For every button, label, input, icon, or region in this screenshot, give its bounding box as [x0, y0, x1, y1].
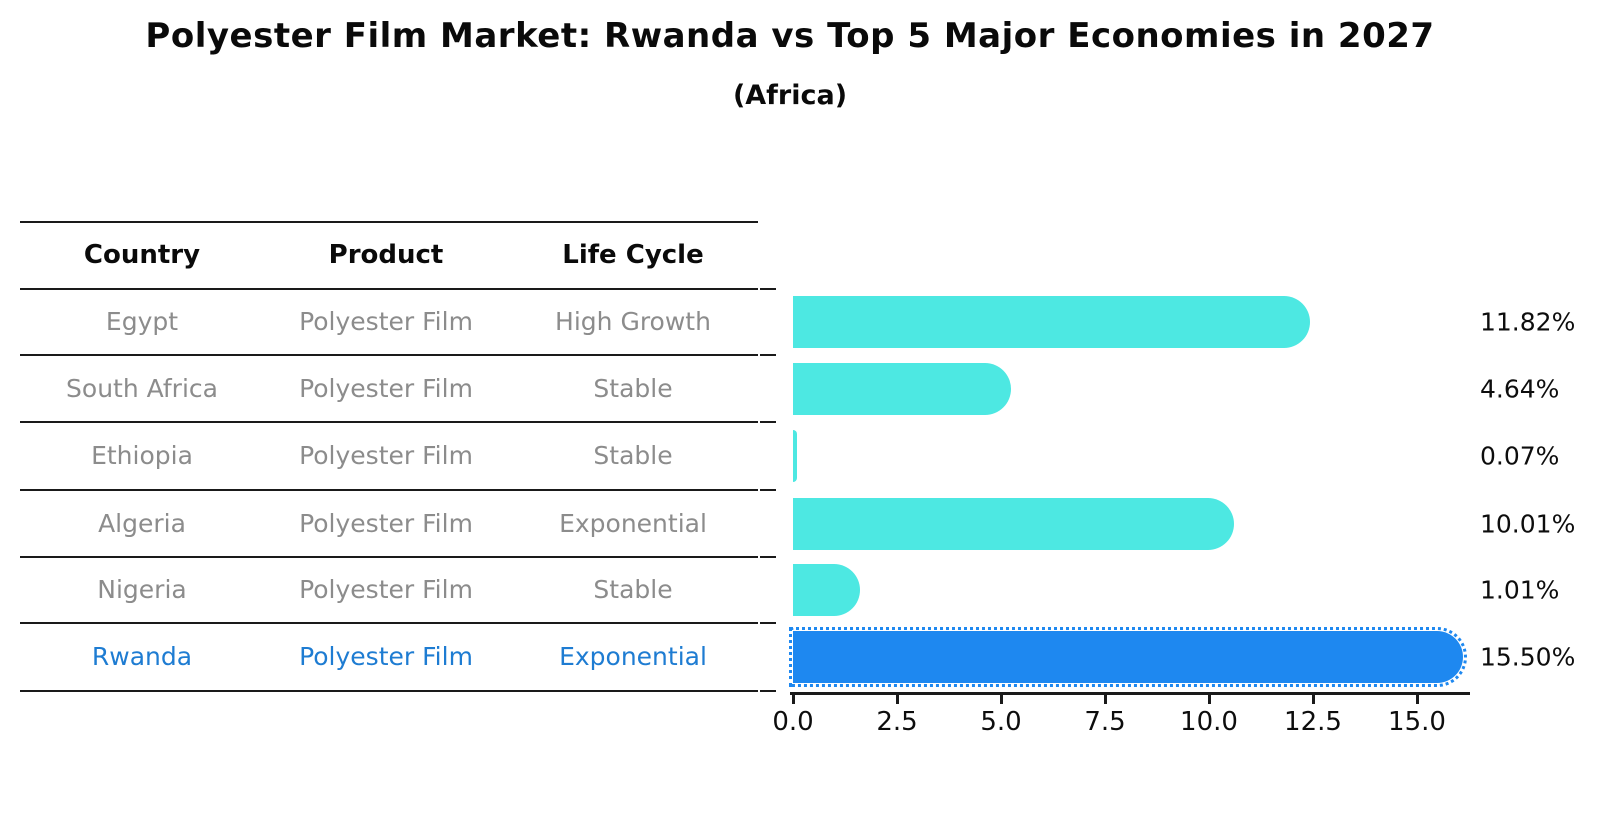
y-axis-tick: [760, 354, 776, 356]
x-axis-tick: [1208, 692, 1211, 704]
bar-value-label: 1.01%: [1480, 575, 1560, 605]
bar: [793, 497, 1235, 550]
x-axis-tick-label: 5.0: [980, 707, 1022, 737]
x-axis-tick-label: 10.0: [1180, 707, 1238, 737]
table-rule: [20, 489, 758, 491]
bar: [793, 564, 861, 616]
product-cell: Polyester Film: [299, 441, 473, 470]
table-rule: [20, 622, 758, 624]
country-cell: Nigeria: [97, 575, 187, 604]
bar-value-label: 10.01%: [1480, 509, 1576, 538]
life-cycle-cell: Exponential: [559, 509, 707, 538]
bar: [793, 362, 1012, 415]
x-axis-line: [790, 692, 1470, 695]
bar: [793, 430, 797, 482]
x-axis-tick-label: 0.0: [772, 707, 814, 737]
column-header-product: Product: [328, 240, 444, 270]
bar: [793, 296, 1310, 348]
life-cycle-cell: Stable: [593, 374, 673, 403]
table-rule: [20, 288, 758, 290]
country-cell: Egypt: [105, 307, 179, 336]
bar-value-label: 0.07%: [1480, 441, 1560, 471]
x-axis-tick: [792, 692, 795, 704]
table-rule: [20, 221, 758, 223]
x-axis-tick-label: 2.5: [876, 707, 918, 737]
bar-value-label: 4.64%: [1480, 374, 1560, 403]
y-axis-tick: [760, 690, 776, 692]
x-axis-tick: [1312, 692, 1315, 704]
x-axis-tick: [1416, 692, 1419, 704]
product-cell: Polyester Film: [299, 642, 473, 671]
x-axis-tick: [1000, 692, 1003, 704]
bar-rwanda-highlight: [789, 627, 1467, 687]
x-axis-tick-label: 12.5: [1284, 707, 1342, 737]
country-cell: Algeria: [98, 509, 186, 538]
bar-value-label: 11.82%: [1480, 307, 1576, 337]
product-cell: Polyester Film: [299, 374, 473, 403]
chart-subtitle: (Africa): [732, 80, 848, 111]
y-axis-tick: [760, 622, 776, 624]
column-header-life-cycle: Life Cycle: [562, 240, 704, 270]
column-header-country: Country: [83, 240, 201, 270]
country-cell: Rwanda: [91, 642, 193, 671]
y-axis-tick: [760, 556, 776, 558]
y-axis-tick: [760, 421, 776, 423]
product-cell: Polyester Film: [299, 509, 473, 538]
life-cycle-cell: High Growth: [555, 307, 711, 336]
product-cell: Polyester Film: [299, 307, 473, 336]
table-rule: [20, 690, 758, 692]
country-cell: Ethiopia: [91, 441, 193, 470]
country-cell: South Africa: [66, 374, 218, 403]
life-cycle-cell: Stable: [593, 575, 673, 604]
x-axis-tick: [896, 692, 899, 704]
x-axis-tick-label: 15.0: [1388, 707, 1446, 737]
life-cycle-cell: Stable: [593, 441, 673, 470]
life-cycle-cell: Exponential: [559, 642, 707, 671]
y-axis-tick: [760, 288, 776, 290]
table-rule: [20, 421, 758, 423]
bar-value-label: 15.50%: [1480, 642, 1576, 672]
x-axis-tick-label: 7.5: [1084, 707, 1126, 737]
y-axis-tick: [760, 489, 776, 491]
table-rule: [20, 556, 758, 558]
chart-title: Polyester Film Market: Rwanda vs Top 5 M…: [145, 16, 1435, 56]
product-cell: Polyester Film: [299, 575, 473, 604]
table-rule: [20, 354, 758, 356]
x-axis-tick: [1104, 692, 1107, 704]
